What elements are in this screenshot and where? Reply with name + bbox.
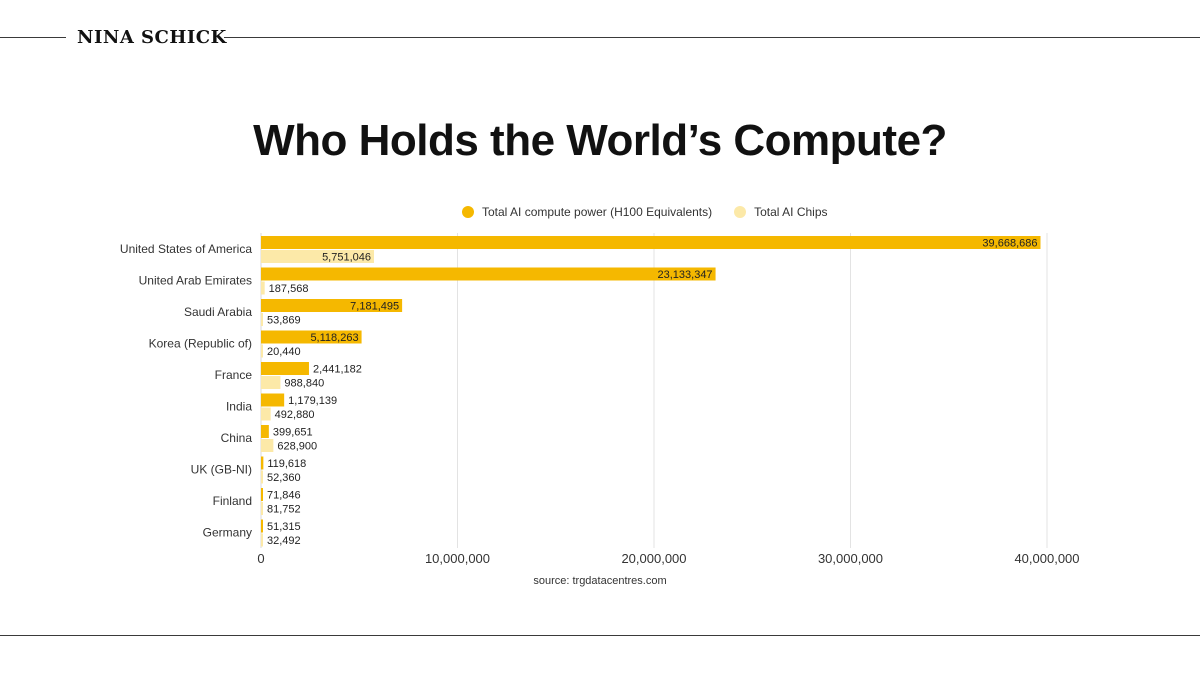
- bar-compute: [261, 236, 1041, 249]
- data-label-compute: 2,441,182: [313, 364, 362, 376]
- x-tick-label: 0: [257, 551, 264, 566]
- chart-legend: Total AI compute power (H100 Equivalents…: [462, 205, 850, 219]
- category-label: France: [215, 368, 253, 382]
- category-label: UK (GB-NI): [191, 463, 252, 477]
- bar-chips: [261, 344, 263, 358]
- data-label-chips: 988,840: [284, 378, 324, 390]
- bar-chips: [261, 313, 263, 326]
- source-note: source: trgdatacentres.com: [533, 575, 667, 587]
- category-label: Korea (Republic of): [149, 337, 252, 351]
- bar-chips: [261, 470, 263, 484]
- data-label-chips: 187,568: [269, 283, 309, 295]
- legend-swatch-compute: [462, 206, 474, 218]
- x-tick-label: 10,000,000: [425, 551, 490, 566]
- data-label-chips: 628,900: [277, 441, 317, 453]
- bar-chips: [261, 533, 263, 547]
- data-label-chips: 492,880: [275, 409, 315, 421]
- data-label-chips: 20,440: [267, 346, 301, 358]
- bar-compute: [261, 425, 269, 438]
- data-label-compute: 23,133,347: [658, 269, 713, 281]
- bar-chips: [261, 281, 265, 295]
- bar-compute: [261, 456, 264, 470]
- x-tick-label: 40,000,000: [1014, 551, 1079, 566]
- legend-label-chips: Total AI Chips: [754, 205, 828, 219]
- category-label: China: [221, 431, 253, 445]
- bar-chips: [261, 407, 271, 421]
- data-label-compute: 51,315: [267, 521, 301, 533]
- data-label-compute: 399,651: [273, 427, 313, 439]
- data-label-compute: 119,618: [267, 458, 306, 470]
- chart-title: Who Holds the World’s Compute?: [253, 116, 947, 165]
- data-label-compute: 5,118,263: [310, 332, 358, 344]
- header-rule-left: [0, 37, 66, 38]
- data-label-chips: 5,751,046: [322, 252, 371, 264]
- legend-item-chips: Total AI Chips: [734, 205, 828, 219]
- bar-compute: [261, 299, 403, 312]
- legend-label-compute: Total AI compute power (H100 Equivalents…: [482, 205, 713, 219]
- data-label-compute: 1,179,139: [288, 395, 337, 407]
- data-label-chips: 52,360: [267, 472, 301, 484]
- bar-compute: [261, 393, 285, 407]
- category-label: India: [226, 400, 252, 414]
- bar-compute: [261, 362, 309, 375]
- bar-chips: [261, 439, 274, 452]
- legend-swatch-chips: [734, 206, 747, 218]
- x-tick-label: 20,000,000: [621, 551, 686, 566]
- bar-chips: [261, 250, 375, 263]
- category-label: United States of America: [120, 242, 252, 256]
- category-label: Finland: [213, 494, 252, 508]
- bar-compute: [261, 330, 362, 344]
- legend-item-compute: Total AI compute power (H100 Equivalents…: [462, 205, 712, 219]
- header-rule-right: [224, 37, 1200, 38]
- data-label-compute: 39,668,686: [982, 238, 1037, 250]
- category-label: Germany: [203, 526, 252, 540]
- data-label-chips: 53,869: [267, 315, 301, 327]
- category-label: United Arab Emirates: [139, 274, 252, 288]
- data-label-chips: 32,492: [267, 535, 301, 547]
- brand-logo: NINA SCHICK: [77, 27, 227, 48]
- data-label-chips: 81,752: [267, 504, 301, 516]
- x-tick-label: 30,000,000: [818, 551, 883, 566]
- bar-chips: [261, 376, 281, 389]
- category-label: Saudi Arabia: [184, 305, 252, 319]
- data-label-compute: 7,181,495: [350, 301, 399, 313]
- bar-compute: [261, 519, 263, 533]
- bar-chips: [261, 502, 263, 515]
- bar-compute: [261, 488, 263, 501]
- footer-rule: [0, 635, 1200, 636]
- bar-compute: [261, 267, 716, 281]
- data-label-compute: 71,846: [267, 490, 301, 502]
